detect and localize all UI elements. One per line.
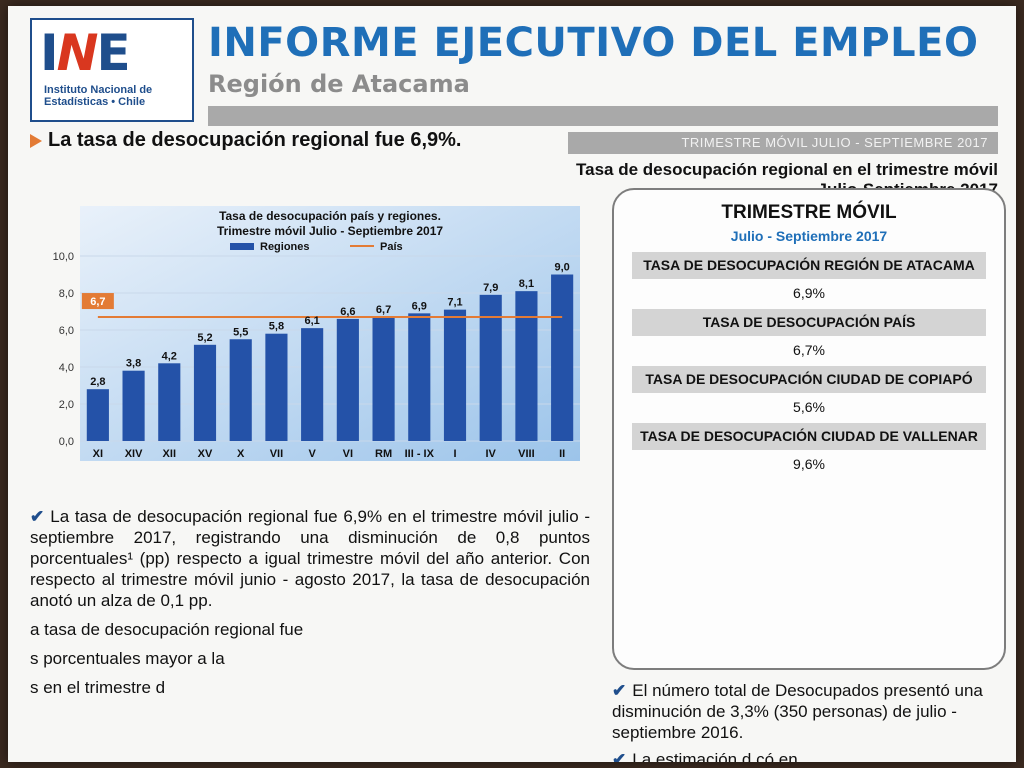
y-tick-label: 6,0 (59, 325, 74, 337)
y-tick-label: 8,0 (59, 288, 74, 300)
x-tick-label: III - IX (405, 448, 435, 460)
bar (122, 370, 145, 441)
body-paragraph: ✔ El número total de Desocupados presentó… (612, 681, 983, 742)
y-tick-label: 10,0 (53, 251, 74, 263)
checkmark-icon: ✔ (612, 681, 627, 700)
x-tick-label: XII (163, 448, 176, 460)
x-tick-label: VII (270, 448, 283, 460)
bar (158, 363, 181, 441)
country-label-box (81, 293, 114, 310)
country-value-label: 6,7 (90, 296, 105, 308)
x-tick-label: V (308, 448, 316, 460)
chart-subtitle: Trimestre móvil Julio - Septiembre 2017 (217, 224, 443, 238)
bar (86, 389, 109, 441)
indicator-value: 5,6% (793, 399, 825, 415)
body-paragraph: ✔ La estimación d có en (612, 749, 1002, 762)
ine-logo-caption: Instituto Nacional de Estadísticas • Chi… (44, 84, 153, 108)
bar-value-label: 5,5 (233, 326, 248, 338)
indicator-region: TASA DE DESOCUPACIÓN REGIÓN DE ATACAMA 6… (614, 252, 1004, 309)
chart-legend: Regiones País (230, 241, 403, 253)
period-banner: TRIMESTRE MÓVIL JULIO - SEPTIEMBRE 2017 (568, 132, 998, 154)
x-tick-label: VI (343, 448, 353, 460)
bar (229, 339, 252, 441)
y-tick-label: 4,0 (59, 362, 74, 374)
bar (551, 274, 574, 441)
indicator-label: TASA DE DESOCUPACIÓN CIUDAD DE COPIAPÓ (632, 366, 986, 393)
bar-value-label: 4,2 (162, 350, 177, 362)
indicator-copiapo: TASA DE DESOCUPACIÓN CIUDAD DE COPIAPÓ 5… (614, 366, 1004, 423)
indicator-label: TASA DE DESOCUPACIÓN REGIÓN DE ATACAMA (632, 252, 986, 279)
unemployment-chart-svg: 0,0 2,0 4,0 6,0 8,0 10,0 6,7 2,8 3,8 4,2 5,2 5,5 5… (30, 186, 590, 486)
x-tick-label: XIV (125, 448, 143, 460)
indicator-label: TASA DE DESOCUPACIÓN PAÍS (632, 309, 986, 336)
bar (336, 318, 359, 441)
chart-title: Tasa de desocupación país y regiones. (219, 209, 441, 223)
x-tick-label: II (559, 448, 565, 460)
body-paragraph: ✔ La tasa de desocupación regional fue 6,… (30, 507, 590, 610)
bar (443, 309, 467, 441)
x-tick-label: I (453, 448, 456, 460)
x-tick-label: XV (198, 448, 213, 460)
indicator-country: TASA DE DESOCUPACIÓN PAÍS 6,7% (614, 309, 1004, 366)
report-title: INFORME EJECUTIVO DEL EMPLEO (208, 20, 979, 66)
body-left-column: ✔ La tasa de desocupación regional fue 6,… (30, 506, 590, 706)
chart-plot-area (80, 206, 580, 461)
bar-value-label: 7,9 (483, 282, 498, 294)
bar-value-label: 5,8 (269, 321, 284, 333)
indicator-value: 9,6% (793, 456, 825, 472)
bar (479, 294, 502, 441)
bar (265, 333, 288, 441)
checkmark-icon: ✔ (30, 507, 45, 526)
bar-value-label: 3,8 (126, 358, 141, 370)
bar-value-label: 7,1 (447, 297, 462, 309)
body-paragraph: a tasa de desocupación regional fue (30, 620, 304, 639)
ine-logo-mark: INE (40, 24, 131, 82)
bar-value-label: 2,8 (90, 376, 105, 388)
report-page: INE Instituto Nacional de Estadísticas •… (8, 6, 1016, 762)
indicator-value: 6,9% (793, 285, 825, 301)
x-tick-label: XI (93, 448, 103, 460)
indicator-vallenar: TASA DE DESOCUPACIÓN CIUDAD DE VALLENAR … (614, 423, 1004, 480)
y-tick-label: 0,0 (59, 436, 74, 448)
checkmark-icon: ✔ (612, 750, 627, 762)
x-tick-label: RM (375, 448, 392, 460)
panel-title: TRIMESTRE MÓVIL (721, 202, 897, 223)
header-divider (208, 106, 998, 126)
legend-swatch-regiones (230, 243, 254, 250)
x-tick-label: X (237, 448, 245, 460)
headline: La tasa de desocupación regional fue 6,9… (48, 129, 462, 151)
indicator-value: 6,7% (793, 342, 825, 358)
bar-value-label: 6,9 (412, 300, 427, 312)
bar (515, 291, 538, 441)
y-tick-label: 2,0 (59, 399, 74, 411)
ine-logo: INE Instituto Nacional de Estadísticas •… (30, 18, 194, 122)
headline-arrow-icon (30, 134, 42, 148)
body-paragraph: s en el trimestre d (30, 678, 166, 697)
bar-value-label: 9,0 (554, 262, 569, 274)
bar (372, 317, 395, 441)
unemployment-chart: 0,0 2,0 4,0 6,0 8,0 10,0 6,7 2,8 3,8 4,2 5,2 5,5 5… (30, 186, 590, 486)
body-right-column: ✔ El número total de Desocupados presentó… (612, 680, 1002, 762)
bar-value-label: 6,1 (304, 315, 319, 327)
legend-label-regiones: Regiones (260, 241, 310, 253)
region-title: Región de Atacama (208, 70, 470, 98)
bar (193, 344, 217, 441)
bar-value-label: 6,6 (340, 306, 355, 318)
indicator-label: TASA DE DESOCUPACIÓN CIUDAD DE VALLENAR (632, 423, 986, 450)
x-tick-label: IV (486, 448, 497, 460)
body-paragraph: s porcentuales mayor a la (30, 649, 225, 668)
panel-subtitle: Julio - Septiembre 2017 (730, 228, 888, 244)
bar-value-label: 5,2 (197, 332, 212, 344)
bar (301, 328, 324, 441)
bar (408, 313, 431, 441)
indicators-panel: TRIMESTRE MÓVIL Julio - Septiembre 2017 … (612, 188, 1006, 670)
x-tick-label: VIII (518, 448, 535, 460)
bar-value-label: 6,7 (376, 304, 391, 316)
bar-value-label: 8,1 (519, 278, 534, 290)
legend-label-pais: País (380, 241, 403, 253)
